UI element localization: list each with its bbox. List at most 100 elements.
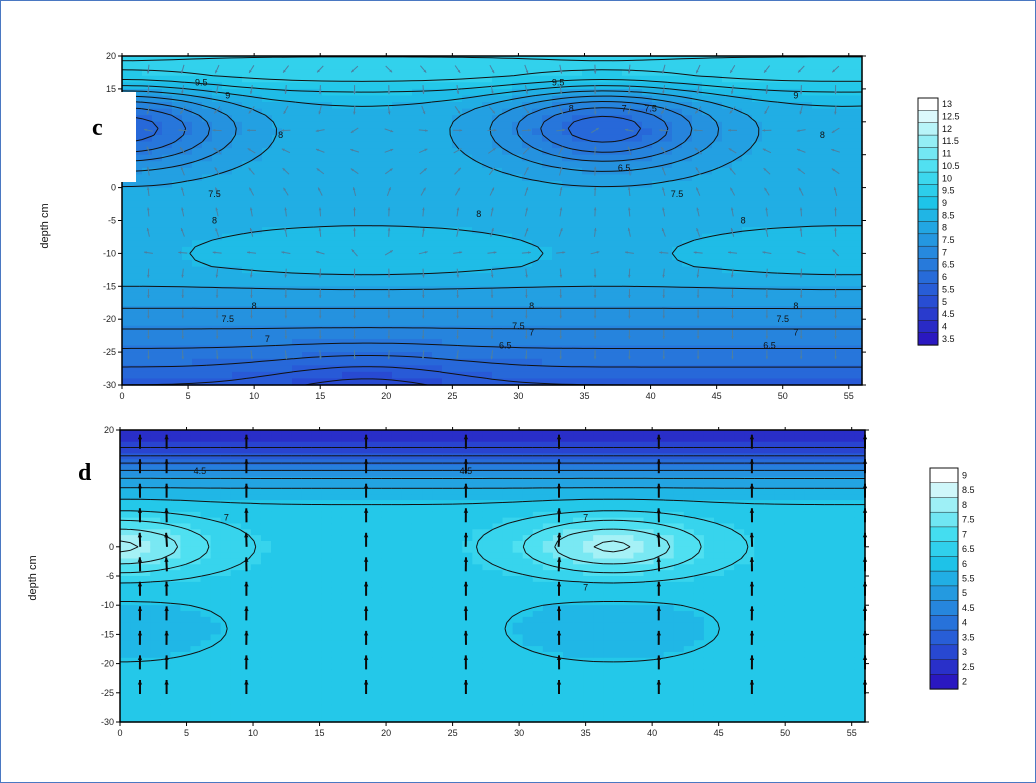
contour-cell (282, 154, 293, 162)
contour-cell (822, 56, 833, 64)
contour-cell (782, 299, 793, 307)
contour-cell (512, 187, 523, 195)
contour-cell (272, 95, 283, 103)
contour-cell (632, 200, 643, 208)
contour-cell (752, 148, 763, 156)
contour-line-segment (261, 374, 273, 377)
contour-cell (122, 332, 133, 340)
contour-cell (472, 306, 483, 314)
contour-cell (812, 200, 823, 208)
contour-cell (492, 75, 503, 83)
contour-cell (742, 69, 753, 77)
contour-line-segment (227, 101, 233, 104)
contour-cell (782, 82, 793, 90)
contour-cell (622, 358, 633, 366)
contour-cell (812, 75, 823, 83)
contour-cell (362, 371, 373, 380)
contour-cell (192, 286, 203, 294)
contour-line-segment (684, 134, 691, 142)
contour-cell (522, 279, 533, 287)
contour-cell (362, 312, 373, 320)
contour-cell (132, 154, 143, 162)
contour-cell (232, 82, 243, 90)
contour-cell (422, 332, 433, 340)
contour-cell (422, 128, 433, 136)
contour-line-segment (231, 93, 243, 96)
contour-cell (592, 259, 603, 268)
contour-line-segment (206, 121, 211, 129)
contour-cell (702, 292, 713, 301)
contour-cell (812, 246, 823, 254)
contour-cell (662, 62, 673, 70)
contour-cell (852, 213, 863, 222)
contour-cell (662, 352, 673, 360)
contour-cell (212, 358, 223, 366)
contour-cell (432, 338, 443, 347)
contour-cell (832, 319, 843, 327)
contour-cell (842, 207, 853, 215)
contour-cell (292, 306, 303, 314)
contour-cell (352, 279, 363, 287)
contour-cell (532, 134, 543, 143)
contour-cell (722, 319, 733, 327)
contour-line-segment (261, 97, 273, 101)
contour-cell (522, 200, 533, 208)
contour-line-segment (471, 158, 477, 162)
contour-cell (342, 253, 353, 261)
contour-cell (282, 200, 293, 208)
contour-line-segment (521, 102, 533, 107)
contour-cell (152, 319, 163, 327)
contour-cell (202, 220, 213, 228)
contour-cell (772, 345, 783, 353)
contour-cell (702, 332, 713, 340)
contour-cell (512, 56, 523, 64)
contour-cell (722, 95, 733, 103)
contour-cell (462, 88, 473, 97)
contour-cell (322, 88, 333, 97)
contour-cell (582, 69, 593, 77)
contour-line-segment (694, 150, 703, 156)
contour-cell (442, 233, 453, 241)
contour-cell (632, 352, 643, 360)
contour-cell (792, 148, 803, 156)
contour-cell (772, 174, 783, 182)
contour-cell (472, 233, 483, 241)
contour-cell (632, 253, 643, 261)
contour-cell (252, 174, 263, 182)
contour-line-segment (651, 141, 658, 145)
contour-cell (232, 358, 243, 366)
contour-cell (642, 332, 653, 340)
contour-cell (202, 56, 213, 64)
contour-cell (312, 358, 323, 366)
contour-cell (382, 181, 393, 189)
contour-cell (162, 115, 173, 123)
contour-cell (802, 108, 813, 116)
contour-cell (312, 88, 323, 97)
contour-cell (472, 259, 483, 268)
contour-cell (152, 213, 163, 222)
contour-cell (302, 233, 313, 241)
contour-cell (512, 115, 523, 123)
contour-cell (172, 352, 183, 360)
contour-cell (672, 134, 683, 143)
contour-cell (762, 187, 773, 195)
contour-cell (822, 338, 833, 347)
contour-line-segment (181, 161, 193, 166)
contour-cell (762, 378, 773, 386)
contour-cell (622, 306, 633, 314)
contour-cell (792, 246, 803, 254)
contour-cell (742, 352, 753, 360)
contour-cell (462, 200, 473, 208)
contour-line-segment (689, 128, 693, 136)
contour-cell (782, 88, 793, 97)
contour-cell (412, 279, 423, 287)
contour-cell (452, 365, 463, 373)
contour-cell (662, 371, 673, 380)
contour-cell (832, 246, 843, 254)
contour-cell (832, 161, 843, 169)
contour-cell (532, 319, 543, 327)
contour-cell (522, 167, 533, 176)
contour-cell (352, 115, 363, 123)
contour-cell (382, 325, 393, 333)
contour-cell (472, 62, 483, 70)
